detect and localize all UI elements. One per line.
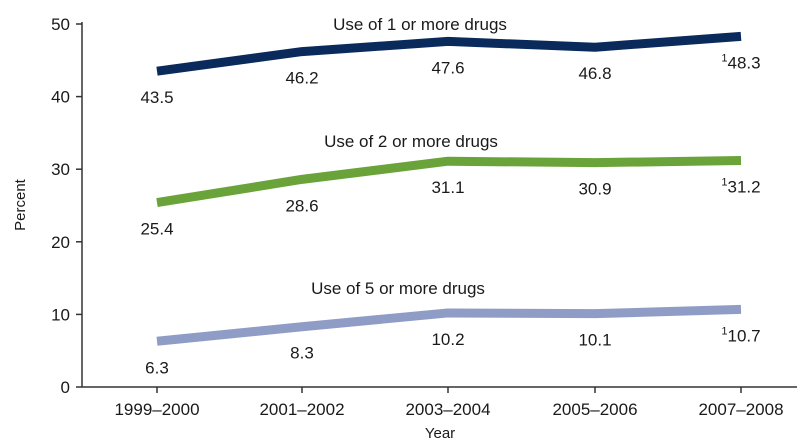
y-axis-title: Percent [12,178,29,231]
series-label-3: Use of 5 or more drugs [311,279,485,298]
data-label-value: 10.7 [728,326,761,345]
series-line-2 [156,155,742,208]
data-label: 31.1 [431,178,464,197]
series-line-3 [156,304,742,346]
data-label: 131.2 [721,176,760,196]
data-label: 25.4 [140,220,173,239]
data-label-value: 31.2 [728,177,761,196]
y-tick-label: 0 [61,378,70,397]
y-axis-ticks: 0 10 20 30 40 50 [51,15,82,397]
data-label: 43.5 [140,88,173,107]
footnote-marker: 1 [721,176,727,188]
y-tick-label: 20 [51,233,70,252]
y-tick-label: 50 [51,15,70,34]
data-label: 148.3 [721,52,760,72]
series-labels: Use of 1 or more drugs Use of 2 or more d… [311,15,507,298]
data-label: 110.7 [721,325,760,345]
x-tick-label: 2005–2006 [552,400,637,419]
data-label: 47.6 [431,58,464,77]
series-label-1: Use of 1 or more drugs [333,15,507,34]
x-tick-label: 2003–2004 [405,400,490,419]
data-label-value: 48.3 [728,53,761,72]
data-label: 8.3 [290,344,314,363]
x-tick-label: 2007–2008 [698,400,783,419]
x-axis-ticks: 1999–2000 2001–2002 2003–2004 2005–2006 2007… [114,387,784,419]
data-label: 46.2 [285,69,318,88]
x-axis-title: Year [425,425,455,442]
data-label: 10.1 [578,331,611,350]
series-label-2: Use of 2 or more drugs [324,132,498,151]
footnote-marker: 1 [721,52,727,64]
series-line-1 [156,31,742,76]
footnote-marker: 1 [721,325,727,337]
data-label: 46.8 [578,64,611,83]
y-tick-label: 40 [51,88,70,107]
data-label: 28.6 [285,196,318,215]
data-label: 10.2 [431,330,464,349]
x-tick-label: 1999–2000 [114,400,199,419]
y-tick-label: 10 [51,305,70,324]
x-tick-label: 2001–2002 [259,400,344,419]
data-label: 6.3 [145,358,169,377]
data-label: 30.9 [578,180,611,199]
series-lines [156,31,742,346]
y-tick-label: 30 [51,160,70,179]
